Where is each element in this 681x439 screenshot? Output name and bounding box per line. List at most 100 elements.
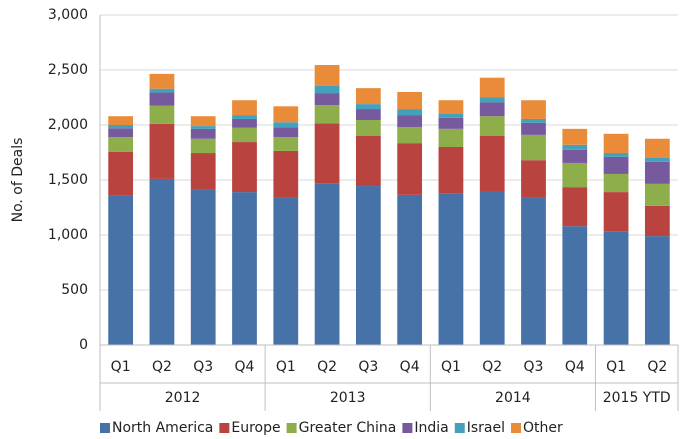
bar-segment bbox=[149, 123, 175, 179]
bar-segment bbox=[314, 183, 340, 345]
x-tick-label: Q1 bbox=[276, 359, 296, 375]
bar-segment bbox=[149, 105, 175, 124]
x-tick-label: Q4 bbox=[400, 359, 420, 375]
bar-segment bbox=[397, 194, 423, 345]
bar-segment bbox=[644, 158, 670, 162]
bar-segment bbox=[108, 137, 134, 152]
bar-segment bbox=[438, 100, 464, 114]
bar-segment bbox=[314, 123, 340, 184]
x-tick-label: Q2 bbox=[152, 359, 172, 375]
bar-segment bbox=[232, 192, 257, 345]
bar-segment bbox=[397, 109, 423, 116]
bar-segment bbox=[438, 193, 464, 345]
y-tick-label: 1,500 bbox=[48, 172, 88, 188]
bar-segment bbox=[521, 100, 546, 119]
bar-segment bbox=[232, 142, 257, 193]
x-tick-label: Q1 bbox=[111, 359, 131, 375]
x-tick-label: Q3 bbox=[358, 359, 378, 375]
bar-segment bbox=[644, 183, 670, 206]
bar-segment bbox=[232, 115, 257, 119]
bar-segment bbox=[479, 136, 505, 191]
bar-segment bbox=[603, 153, 629, 157]
bar-segment bbox=[190, 128, 216, 139]
bar-segment bbox=[479, 77, 505, 98]
x-tick-label: Q2 bbox=[647, 359, 667, 375]
legend-label: Greater China bbox=[299, 420, 397, 436]
bar-segment bbox=[355, 109, 381, 121]
bar-segment bbox=[603, 173, 629, 193]
bar-segment bbox=[438, 114, 464, 118]
legend-swatch bbox=[100, 423, 110, 433]
bar-segment bbox=[149, 92, 175, 106]
bar-segment bbox=[644, 138, 670, 158]
bar-segment bbox=[644, 161, 670, 184]
x-group-label: 2015 YTD bbox=[603, 390, 671, 406]
legend-swatch bbox=[454, 423, 465, 433]
bar-segment bbox=[273, 106, 299, 123]
bar-segment bbox=[190, 189, 216, 345]
legend-swatch bbox=[219, 423, 230, 433]
bar-segment bbox=[479, 97, 505, 103]
legend-swatch bbox=[286, 423, 297, 433]
bar-segment bbox=[562, 144, 588, 150]
x-tick-label: Q1 bbox=[441, 359, 461, 375]
bar-segment bbox=[108, 125, 134, 129]
x-tick-label: Q3 bbox=[193, 359, 213, 375]
bar-segment bbox=[644, 205, 670, 237]
y-tick-label: 2,000 bbox=[48, 117, 88, 133]
bar-segment bbox=[479, 191, 505, 345]
bar-segment bbox=[521, 118, 546, 123]
bar-segment bbox=[273, 197, 299, 345]
bar-segment bbox=[521, 122, 546, 135]
bar-segment bbox=[521, 197, 546, 345]
bar-segment bbox=[562, 149, 588, 163]
bar-segment bbox=[397, 92, 423, 110]
bar-segment bbox=[479, 116, 505, 136]
bar-segment bbox=[355, 136, 381, 187]
bar-segment bbox=[562, 226, 588, 345]
bar-segment bbox=[314, 85, 340, 94]
bar-segment bbox=[190, 153, 216, 190]
bar-segment bbox=[108, 195, 134, 345]
bar-segment bbox=[108, 116, 134, 125]
y-tick-label: 2,500 bbox=[48, 62, 88, 78]
bar-segment bbox=[562, 162, 588, 188]
bar-segment bbox=[355, 104, 381, 110]
y-axis-title: No. of Deals bbox=[10, 138, 26, 223]
bar-segment bbox=[521, 134, 546, 161]
bar-segment bbox=[603, 133, 629, 154]
x-tick-label: Q4 bbox=[565, 359, 585, 375]
y-tick-label: 0 bbox=[79, 337, 88, 353]
bar-segment bbox=[397, 115, 423, 128]
bar-segment bbox=[273, 137, 299, 151]
bar-segment bbox=[355, 88, 381, 105]
bar-segment bbox=[521, 160, 546, 198]
bar-segment bbox=[644, 236, 670, 345]
legend-swatch bbox=[511, 423, 522, 433]
x-tick-label: Q3 bbox=[524, 359, 544, 375]
bar-segment bbox=[603, 231, 629, 345]
bar-segment bbox=[397, 127, 423, 144]
bar-segment bbox=[149, 178, 175, 345]
bar-segment bbox=[438, 147, 464, 194]
bar-segment bbox=[355, 120, 381, 136]
x-tick-label: Q2 bbox=[482, 359, 502, 375]
legend-label: Israel bbox=[467, 420, 505, 436]
bar-segment bbox=[273, 122, 299, 128]
legend-label: North America bbox=[112, 420, 213, 436]
legend-swatch bbox=[402, 423, 413, 433]
bar-segment bbox=[232, 100, 257, 116]
bar-segment bbox=[397, 143, 423, 195]
bar-segment bbox=[190, 126, 216, 129]
bar-segment bbox=[190, 116, 216, 127]
bar-segment bbox=[438, 117, 464, 129]
x-tick-label: Q1 bbox=[606, 359, 626, 375]
bar-segment bbox=[273, 127, 299, 138]
bar-segment bbox=[562, 187, 588, 227]
bar-segment bbox=[314, 105, 340, 124]
bar-segment bbox=[314, 93, 340, 106]
x-group-label: 2012 bbox=[165, 390, 201, 406]
y-tick-label: 3,000 bbox=[48, 7, 88, 23]
bar-segment bbox=[108, 128, 134, 138]
